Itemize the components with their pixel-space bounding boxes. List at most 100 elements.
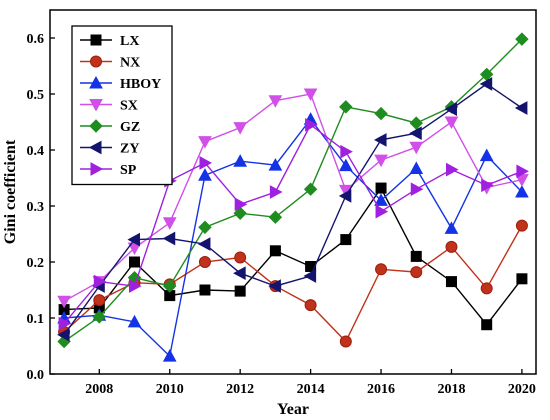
data-point-gz [233, 206, 247, 220]
legend-item-hboy: HBOY [80, 75, 161, 92]
y-tick-label: 0.6 [27, 32, 45, 47]
data-point-sx [198, 136, 212, 149]
legend-marker-lx [90, 34, 102, 46]
legend-marker-gz [89, 119, 103, 133]
data-point-hboy [515, 184, 529, 198]
data-point-sx [268, 95, 283, 108]
data-point-sp [445, 162, 459, 177]
y-tick-label: 0.2 [27, 256, 45, 271]
data-point-gz [374, 106, 388, 121]
data-point-lx [234, 285, 246, 297]
legend-label-sx: SX [120, 99, 138, 114]
data-point-hboy [479, 148, 494, 162]
data-point-hboy [268, 158, 283, 171]
data-point-hboy [338, 158, 353, 172]
data-point-lx [269, 245, 281, 257]
x-tick-label: 2012 [226, 382, 254, 397]
legend-label-zy: ZY [120, 142, 139, 157]
legend-item-sx: SX [80, 99, 138, 114]
legend: LX NX HBOY SX GZ ZY SP [71, 25, 173, 186]
data-point-gz [515, 32, 529, 46]
data-point-hboy [409, 161, 424, 174]
data-point-sx [444, 116, 459, 130]
data-point-zy [233, 266, 246, 281]
data-point-nx [410, 266, 423, 279]
data-point-sp [481, 178, 494, 193]
data-point-lx [129, 256, 141, 268]
data-point-sp [516, 164, 529, 179]
data-point-sp [58, 316, 72, 331]
data-point-hboy [127, 314, 142, 328]
series-line-hboy [64, 118, 523, 358]
data-point-zy [162, 231, 176, 246]
data-point-gz [92, 310, 107, 324]
legend-marker-sp [90, 162, 104, 176]
data-point-sp [410, 182, 424, 197]
legend-item-lx: LX [80, 34, 139, 49]
data-point-nx [198, 256, 211, 268]
data-point-sp [340, 144, 353, 159]
data-point-hboy [444, 221, 459, 234]
legend-label-gz: GZ [120, 120, 140, 135]
data-point-zy [479, 77, 493, 91]
data-point-zy [444, 102, 457, 116]
y-axis-label: Gini coefficient [2, 139, 19, 244]
data-point-sp [269, 185, 283, 199]
legend-item-sp: SP [80, 162, 137, 178]
y-tick-label: 0.1 [27, 312, 45, 327]
data-point-sp [93, 274, 107, 289]
legend-box [71, 25, 173, 186]
x-tick-label: 2008 [85, 382, 113, 397]
data-point-zy [409, 126, 422, 141]
x-tick-label: 2010 [156, 382, 184, 397]
data-point-lx [516, 273, 528, 285]
y-tick-label: 0.3 [27, 200, 45, 215]
series-line-lx [64, 186, 523, 326]
data-point-sx [303, 88, 318, 102]
data-point-zy [57, 327, 70, 342]
series-line-sp [63, 123, 523, 325]
plot-frame [49, 9, 537, 375]
data-point-hboy [233, 154, 248, 167]
data-point-nx [480, 282, 493, 295]
data-point-gz [409, 116, 423, 130]
data-point-lx [410, 250, 422, 262]
legend-marker-zy [88, 140, 102, 155]
legend-label-lx: LX [120, 34, 139, 49]
x-tick-label: 2018 [437, 382, 465, 397]
data-point-sp [375, 204, 389, 219]
data-point-hboy [162, 349, 177, 362]
data-point-sp [305, 117, 318, 132]
data-point-hboy [198, 168, 212, 181]
data-point-sx [374, 154, 388, 168]
y-tick-label: 0.0 [27, 368, 45, 383]
x-tick-label: 2016 [367, 382, 395, 397]
x-tick-label: 2020 [508, 382, 536, 397]
data-point-nx [445, 240, 458, 253]
data-point-lx [199, 284, 211, 296]
data-point-zy [127, 232, 141, 247]
x-tick-label: 2014 [297, 382, 325, 397]
data-point-zy [268, 279, 281, 293]
y-tick-label: 0.4 [27, 144, 45, 159]
data-point-nx [339, 335, 352, 348]
data-point-nx [375, 263, 388, 276]
legend-item-zy: ZY [80, 140, 139, 157]
data-point-nx [515, 219, 528, 232]
data-point-gz [163, 279, 177, 293]
data-point-nx [234, 251, 247, 264]
data-point-nx [304, 299, 317, 312]
series-line-zy [63, 83, 523, 336]
data-point-sx [233, 122, 248, 135]
legend-item-nx: NX [80, 55, 140, 71]
data-point-zy [303, 269, 317, 283]
series-zy [57, 77, 528, 342]
data-point-zy [338, 189, 352, 203]
data-point-gz [339, 100, 353, 114]
legend-marker-sx [89, 99, 103, 112]
data-point-zy [373, 133, 387, 147]
data-point-sp [234, 197, 248, 212]
data-point-lx [340, 234, 352, 246]
